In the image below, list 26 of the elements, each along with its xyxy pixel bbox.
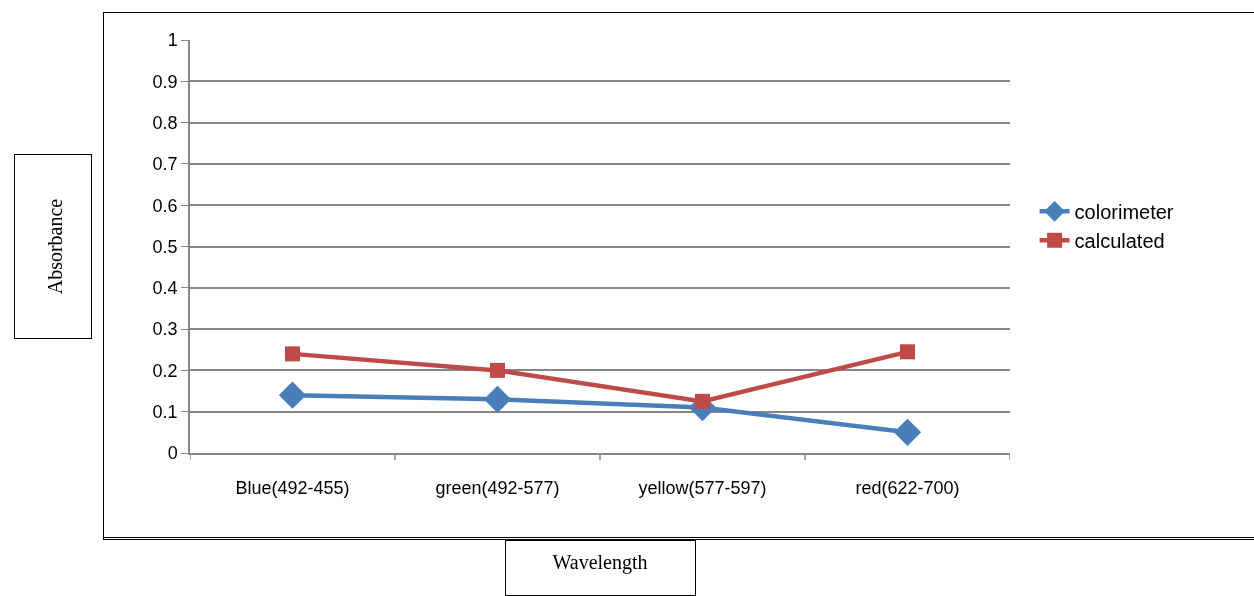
point bbox=[278, 381, 307, 409]
legend-label: colorimeter bbox=[1074, 201, 1174, 224]
y-tick-label: 0.6 bbox=[152, 195, 178, 216]
point bbox=[695, 393, 710, 409]
y-tick-label: 0.3 bbox=[152, 319, 178, 340]
y-tick-label: 0.4 bbox=[152, 278, 178, 299]
x-tick-label: green(492-577) bbox=[435, 478, 560, 499]
y-tick-label: 0.2 bbox=[152, 360, 178, 381]
point bbox=[893, 418, 922, 446]
y-axis-title: Absorbance bbox=[43, 198, 66, 295]
x-tick-label: red(622-700) bbox=[855, 478, 960, 499]
y-tick-label: 0.5 bbox=[152, 236, 178, 257]
legend-label: calculated bbox=[1074, 230, 1165, 253]
y-tick-label: 0.1 bbox=[152, 402, 178, 422]
point bbox=[490, 362, 505, 378]
point bbox=[483, 385, 512, 413]
point bbox=[285, 346, 300, 362]
point bbox=[900, 344, 915, 360]
y-tick-label: 1 bbox=[167, 30, 178, 51]
x-tick-label: yellow(577-597) bbox=[638, 478, 767, 499]
y-tick-label: 0.8 bbox=[152, 112, 178, 133]
y-tick-label: 0.9 bbox=[152, 71, 178, 92]
x-tick-label: Blue(492-455) bbox=[235, 478, 350, 499]
x-axis-title: Wavelength bbox=[552, 551, 648, 575]
y-tick-label: 0.7 bbox=[152, 154, 178, 175]
y-tick-label: 0 bbox=[167, 443, 178, 464]
